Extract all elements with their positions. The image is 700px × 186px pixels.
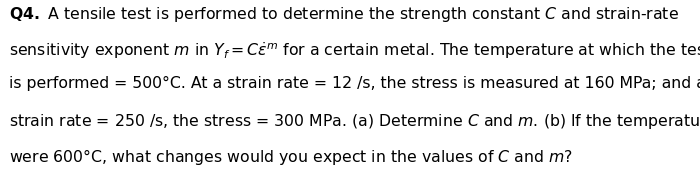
Text: is performed = 500°C. At a strain rate = 12 /s, the stress is measured at 160 MP: is performed = 500°C. At a strain rate =… [9,76,700,91]
Text: strain rate = 250 /s, the stress = 300 MPa. (a) Determine $C$ and $m$. (b) If th: strain rate = 250 /s, the stress = 300 M… [9,112,700,131]
Text: sensitivity exponent $m$ in $Y_f =C\dot{\varepsilon}^{m}$ for a certain metal. T: sensitivity exponent $m$ in $Y_f =C\dot{… [9,40,700,61]
Text: were 600°C, what changes would you expect in the values of $C$ and $m$?: were 600°C, what changes would you expec… [9,147,573,168]
Text: $\mathbf{Q4.}$ A tensile test is performed to determine the strength constant $C: $\mathbf{Q4.}$ A tensile test is perform… [9,5,679,24]
